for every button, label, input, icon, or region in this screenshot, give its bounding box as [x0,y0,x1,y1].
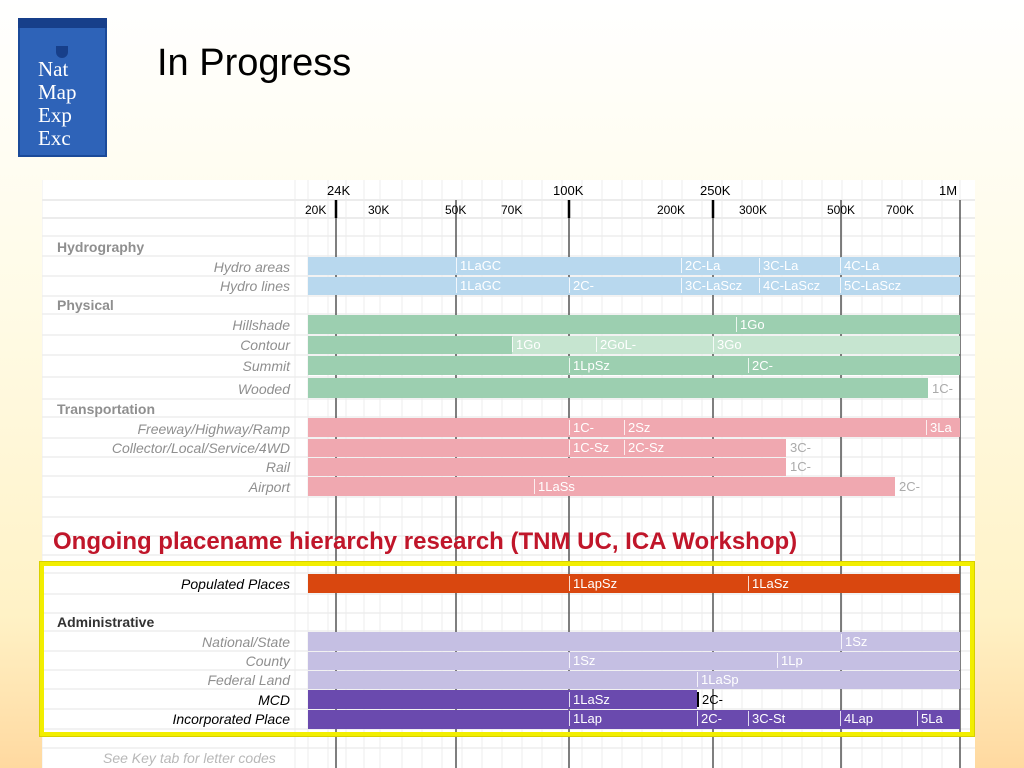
cell: 1Go [736,317,765,332]
bar-collector [308,439,786,457]
scale-300k: 300K [739,203,768,217]
row-label-freeway: Freeway/Highway/Ramp [137,421,291,437]
cell: 2C- [697,711,722,726]
cell: 3Go [713,337,742,352]
bar-hydro-lines [308,277,960,295]
cell: 1Sz [569,653,595,668]
logo-line: Exp [38,103,72,127]
bar-contour [308,336,512,354]
cell: 3C-St [748,711,785,726]
bar-populated-places [308,574,960,593]
cell: 2C- [697,692,723,707]
bar-contour-light [512,336,960,354]
cell: 1LapSz [569,576,617,591]
row-label-national-state: National/State [202,634,290,650]
cell: 3C-LaScz [681,278,742,293]
scale-200k: 200K [657,203,686,217]
cell: 2C-Sz [624,440,664,455]
cell: 1C- [928,381,953,396]
section-hydrography: Hydrography [57,239,145,255]
row-label-hillshade: Hillshade [232,317,290,333]
cell: 3La [926,420,952,435]
cell: 5C-LaScz [840,278,901,293]
scale-24k: 24K [327,183,351,198]
bar-hydro-areas [308,257,960,275]
cell: 4C-LaScz [759,278,820,293]
cell: 1Lp [777,653,803,668]
logo-line: Exc [38,126,71,150]
cell: 1LaSp [697,672,739,687]
row-label-collector: Collector/Local/Service/4WD [111,440,290,456]
row-label-rail: Rail [265,459,290,475]
highlight-frame [40,562,974,736]
bar-wooded [308,378,928,398]
row-label-county: County [245,653,290,669]
cell: 1C- [786,459,811,474]
section-physical: Physical [57,297,114,313]
cell: 2C- [569,278,594,293]
bar-mcd [308,690,697,709]
bar-freeway [308,418,960,437]
research-note: Ongoing placename hierarchy research (TN… [53,528,798,555]
bar-county [308,652,960,670]
row-label-summit: Summit [242,358,290,374]
section-administrative: Administrative [57,614,155,630]
row-label-hydro-areas: Hydro areas [213,259,290,275]
row-label-federal-land: Federal Land [207,672,290,688]
scale-50k: 50K [445,203,467,217]
row-label-airport: Airport [248,479,290,495]
bar-national-state [308,632,960,651]
cell: 4Lap [840,711,873,726]
bar-hillshade [308,315,960,334]
cell: 1LaSz [748,576,789,591]
cell: 1LpSz [569,358,610,373]
cell: 1Lap [569,711,602,726]
cell: 5La [917,711,943,726]
cell: 1LaGC [456,278,501,293]
row-label-incorporated-place: Incorporated Place [172,711,290,727]
bar-rail [308,458,786,476]
cell: 1LaGC [456,258,501,273]
bar-federal-land [308,671,960,689]
footer-key-note: See Key tab for letter codes [103,750,276,766]
nmee-logo: Nat Map Exp Exc [18,18,107,157]
cell: 1C- [569,420,594,435]
scale-70k: 70K [501,203,523,217]
cell: 2C- [895,479,920,494]
scale-chart: 24K 100K 250K 1M 20K 30K 50K 70K 200K 30… [42,180,975,768]
row-label-wooded: Wooded [237,381,290,397]
section-transportation: Transportation [57,401,156,417]
cell: 2C- [748,358,773,373]
cell: 1Go [512,337,541,352]
cell: 2C-La [681,258,720,273]
logo-line: Map [38,80,77,104]
row-label-mcd: MCD [258,692,290,708]
slide-title: In Progress [157,42,352,84]
cell: 1Sz [841,634,867,649]
cell: 1LaSs [534,479,575,494]
cell: 3C-La [759,258,798,273]
scale-20k: 20K [305,203,327,217]
cell: 2GoL- [596,337,636,352]
cell: 3C- [786,440,811,455]
row-label-hydro-lines: Hydro lines [219,278,290,294]
scale-100k: 100K [553,183,584,198]
cell: 2Sz [624,420,650,435]
scale-1m: 1M [939,183,958,198]
cell: 4C-La [840,258,879,273]
cell: 1C-Sz [569,440,609,455]
row-label-populated-places: Populated Places [181,576,290,592]
bar-summit [308,356,960,375]
bar-airport [308,477,895,496]
cell: 1LaSz [569,692,610,707]
scale-700k: 700K [886,203,915,217]
bar-incorporated-place [308,710,960,729]
row-label-contour: Contour [240,337,290,353]
scale-30k: 30K [368,203,390,217]
scale-500k: 500K [827,203,856,217]
shield-icon [56,46,68,58]
logo-line: Nat [38,57,69,81]
scale-250k: 250K [700,183,731,198]
